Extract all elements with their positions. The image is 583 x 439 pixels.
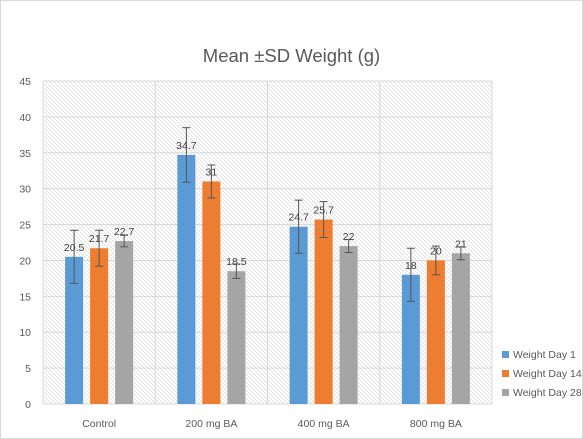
data-label: 22.7 bbox=[114, 226, 135, 238]
data-label: 18.5 bbox=[226, 256, 247, 268]
bar bbox=[177, 154, 196, 404]
y-tick-label: 25 bbox=[19, 220, 31, 232]
y-tick-label: 15 bbox=[19, 291, 31, 303]
bar bbox=[65, 256, 84, 404]
legend-label: Weight Day 28 bbox=[513, 387, 582, 399]
bar bbox=[451, 253, 470, 404]
y-tick-label: 10 bbox=[19, 327, 31, 339]
bar bbox=[426, 260, 445, 404]
legend-label: Weight Day 1 bbox=[513, 349, 576, 361]
data-label: 25.7 bbox=[313, 205, 334, 217]
legend-swatch bbox=[502, 351, 509, 358]
data-label: 20.5 bbox=[64, 242, 85, 254]
bar bbox=[227, 271, 246, 404]
data-label: 21 bbox=[455, 238, 467, 250]
data-label: 31 bbox=[206, 166, 218, 178]
data-label: 24.7 bbox=[288, 212, 309, 224]
data-label: 22 bbox=[343, 231, 355, 243]
y-tick-label: 30 bbox=[19, 184, 31, 196]
y-tick-label: 45 bbox=[19, 76, 31, 88]
x-tick-label: 800 mg BA bbox=[410, 418, 462, 430]
data-label: 34.7 bbox=[176, 140, 197, 152]
x-tick-label: 200 mg BA bbox=[185, 418, 237, 430]
bar bbox=[115, 241, 134, 404]
legend-swatch bbox=[502, 370, 509, 377]
data-label: 18 bbox=[405, 260, 417, 272]
x-tick-label: Control bbox=[82, 418, 116, 430]
bar bbox=[339, 246, 358, 404]
legend-label: Weight Day 14 bbox=[513, 368, 582, 380]
bar bbox=[90, 248, 109, 404]
legend-swatch bbox=[502, 389, 509, 396]
chart-title: Mean ±SD Weight (g) bbox=[202, 45, 381, 66]
bar bbox=[289, 226, 308, 404]
y-tick-label: 5 bbox=[25, 363, 31, 375]
bar bbox=[202, 181, 221, 404]
bar bbox=[314, 219, 333, 404]
y-tick-label: 20 bbox=[19, 255, 31, 267]
data-label: 20 bbox=[430, 245, 442, 257]
y-tick-label: 0 bbox=[25, 399, 31, 411]
y-tick-label: 35 bbox=[19, 148, 31, 160]
y-tick-label: 40 bbox=[19, 112, 31, 124]
x-tick-label: 400 mg BA bbox=[298, 418, 350, 430]
data-label: 21.7 bbox=[89, 233, 110, 245]
bar bbox=[401, 274, 420, 404]
